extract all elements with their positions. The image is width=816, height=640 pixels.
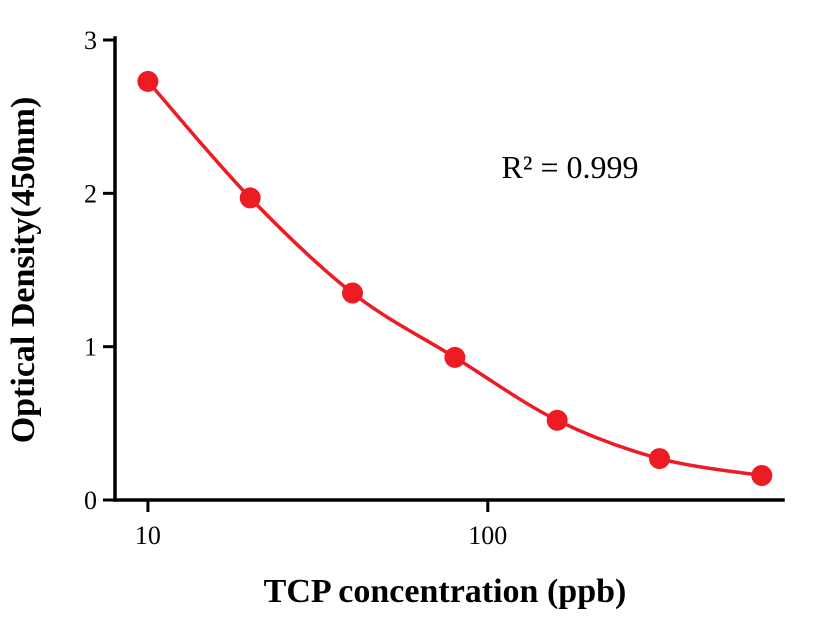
data-points-layer <box>137 70 773 486</box>
tick-labels: 0 1 2 3 10 100 <box>84 26 507 550</box>
data-point <box>342 282 363 304</box>
y-tick-label: 3 <box>84 26 97 55</box>
y-axis-title: Optical Density(450nm) <box>5 97 42 444</box>
ticks <box>103 38 490 512</box>
data-point <box>546 409 568 431</box>
x-axis-title: TCP concentration (ppb) <box>264 573 627 610</box>
data-point <box>239 187 261 209</box>
data-point <box>137 70 159 92</box>
y-tick-label: 2 <box>84 179 97 208</box>
x-tick-label: 10 <box>135 521 161 550</box>
data-point <box>649 448 670 470</box>
y-tick-label: 1 <box>84 333 97 362</box>
fit-curve <box>146 80 763 478</box>
x-tick-label: 100 <box>468 521 507 550</box>
y-tick-label: 0 <box>84 486 97 515</box>
data-point <box>444 346 466 368</box>
r-squared-annotation: R² = 0.999 <box>502 149 639 185</box>
axes <box>113 36 785 502</box>
fit-curve-layer <box>146 80 763 478</box>
data-point <box>751 465 773 486</box>
